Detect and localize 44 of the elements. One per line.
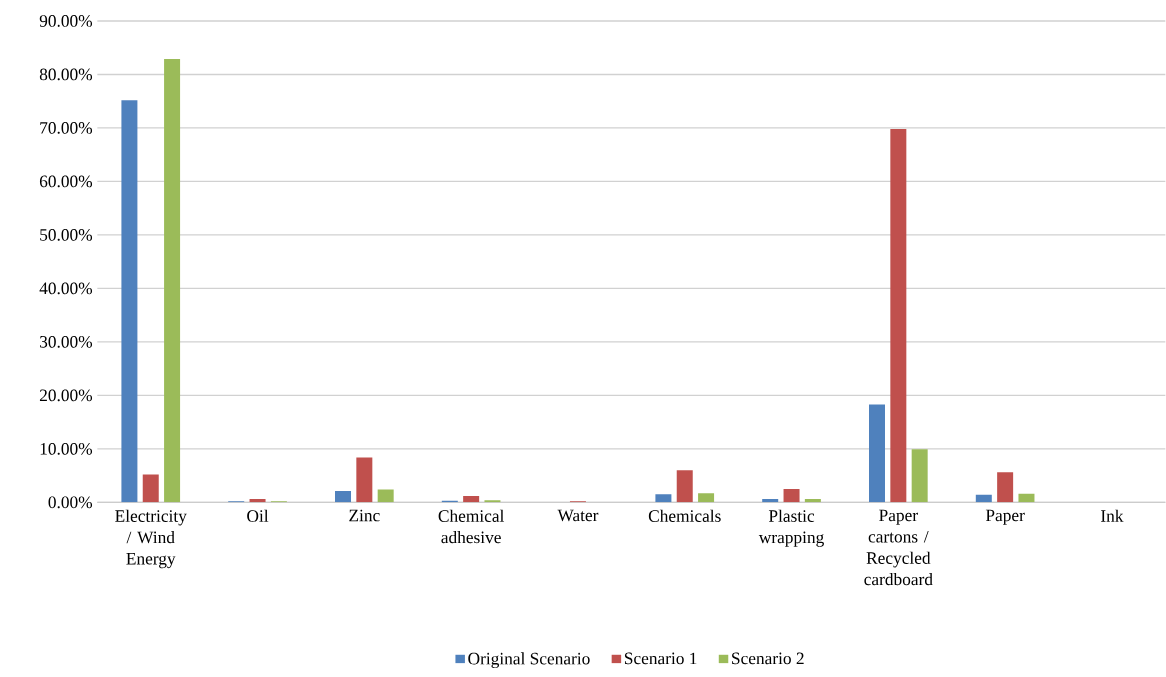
x-tick-label: Plastic wrapping bbox=[758, 509, 824, 547]
x-tick-label: Chemical adhesive bbox=[438, 509, 505, 544]
bar bbox=[783, 488, 800, 503]
x-tick-label: Oil bbox=[247, 509, 269, 522]
y-tick-label: 30.00% bbox=[40, 336, 93, 348]
x-tick-label: Water bbox=[557, 509, 599, 522]
bar bbox=[121, 100, 138, 503]
bar bbox=[869, 404, 885, 503]
y-tick-label: 60.00% bbox=[39, 175, 93, 188]
bar bbox=[762, 499, 779, 503]
x-tick-label: Paper bbox=[985, 509, 1025, 525]
bar bbox=[484, 500, 501, 503]
bar bbox=[698, 493, 715, 503]
y-tick-label: 20.00% bbox=[39, 389, 93, 402]
bar bbox=[164, 58, 181, 503]
bar bbox=[975, 494, 992, 503]
x-tick-label: Ink bbox=[1101, 509, 1124, 522]
y-tick-label: 90.00% bbox=[39, 15, 93, 27]
y-tick-label: 70.00% bbox=[40, 122, 93, 134]
y-tick-label: 10.00% bbox=[40, 442, 93, 455]
bar bbox=[890, 129, 907, 503]
legend-label: Scenario 2 bbox=[732, 652, 804, 665]
bar bbox=[911, 449, 928, 503]
bar bbox=[249, 499, 266, 503]
bar bbox=[335, 491, 352, 503]
x-tick-label: Chemicals bbox=[648, 509, 721, 522]
bar bbox=[377, 489, 394, 503]
x-tick-label: Paper cartons / Recycled cardboard bbox=[864, 509, 933, 586]
bar bbox=[463, 495, 480, 503]
x-tick-label: Zinc bbox=[349, 509, 380, 522]
bar bbox=[676, 470, 693, 503]
bar bbox=[356, 457, 373, 503]
bar bbox=[142, 474, 159, 503]
y-tick-label: 40.00% bbox=[39, 282, 93, 295]
bar bbox=[655, 494, 672, 503]
bar bbox=[804, 499, 821, 503]
y-tick-label: 50.00% bbox=[40, 229, 93, 241]
bar bbox=[1018, 493, 1035, 503]
x-tick-label: Electricity / Wind Energy bbox=[115, 509, 187, 569]
y-tick-label: 80.00% bbox=[39, 68, 93, 81]
y-tick-label: 0.00% bbox=[48, 496, 93, 509]
legend-label: Scenario 1 bbox=[624, 652, 697, 665]
bar bbox=[997, 472, 1014, 503]
legend-label: Original Scenario bbox=[468, 652, 590, 669]
